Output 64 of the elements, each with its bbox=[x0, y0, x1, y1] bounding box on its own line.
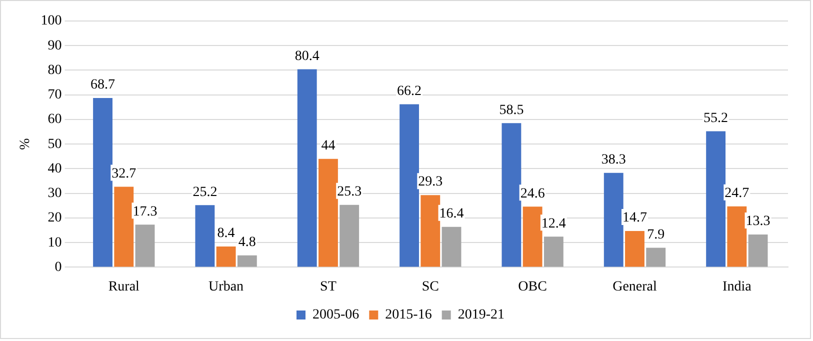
y-tick-label: 40 bbox=[48, 161, 62, 176]
bar bbox=[544, 236, 564, 267]
data-label: 66.2 bbox=[397, 84, 422, 99]
bar bbox=[237, 255, 257, 267]
data-label: 29.3 bbox=[418, 174, 443, 190]
x-tick-label: SC bbox=[422, 279, 439, 294]
y-tick-label: 10 bbox=[48, 235, 62, 250]
bar bbox=[135, 224, 155, 267]
data-label: 8.4 bbox=[217, 226, 235, 242]
bar bbox=[646, 248, 666, 267]
x-tick-label: General bbox=[612, 279, 657, 294]
y-tick-label: 90 bbox=[48, 38, 62, 54]
bar bbox=[216, 246, 236, 267]
y-tick-label: 20 bbox=[48, 210, 62, 226]
data-label: 7.9 bbox=[647, 227, 665, 242]
bar bbox=[400, 104, 419, 267]
data-label: 58.5 bbox=[499, 102, 524, 118]
bar bbox=[420, 195, 440, 267]
data-label: 13.3 bbox=[746, 214, 770, 230]
bar bbox=[748, 234, 768, 267]
data-label: 4.8 bbox=[238, 235, 256, 250]
x-tick-label: Urban bbox=[208, 279, 244, 294]
bar bbox=[502, 123, 522, 267]
bar bbox=[706, 131, 726, 267]
x-tick-label: ST bbox=[320, 279, 337, 294]
data-label: 55.2 bbox=[704, 110, 728, 126]
y-tick-label: 80 bbox=[48, 62, 62, 78]
bar bbox=[727, 206, 747, 267]
data-label: 68.7 bbox=[90, 78, 116, 93]
y-tick-label: 30 bbox=[48, 186, 62, 202]
legend-label: 2005-06 bbox=[312, 308, 360, 323]
bar bbox=[625, 231, 644, 267]
x-tick-label: Rural bbox=[108, 279, 140, 294]
x-tick-label: India bbox=[722, 279, 752, 294]
data-label: 24.7 bbox=[724, 186, 750, 202]
y-tick-label: 60 bbox=[48, 112, 62, 128]
y-tick-label: 70 bbox=[48, 88, 62, 103]
x-tick-label: OBC bbox=[518, 279, 547, 294]
data-label: 38.3 bbox=[601, 152, 626, 168]
data-label: 12.4 bbox=[541, 216, 566, 232]
bar bbox=[114, 186, 134, 267]
data-label: 80.4 bbox=[294, 48, 320, 64]
data-label: 14.7 bbox=[622, 210, 647, 226]
data-label: 25.3 bbox=[337, 184, 362, 200]
bar bbox=[340, 204, 360, 267]
legend-label: 2015-16 bbox=[385, 308, 432, 323]
legend-label: 2019-21 bbox=[458, 308, 505, 323]
bar bbox=[522, 206, 542, 267]
y-tick-label: 100 bbox=[40, 14, 62, 29]
bar bbox=[93, 98, 112, 267]
bar bbox=[297, 69, 317, 267]
bar bbox=[442, 226, 462, 267]
bar bbox=[195, 205, 215, 267]
data-label: 25.2 bbox=[192, 184, 218, 200]
data-label: 24.6 bbox=[520, 186, 545, 202]
data-label: 32.7 bbox=[112, 166, 136, 182]
bar bbox=[604, 172, 624, 267]
data-label: 44 bbox=[321, 138, 336, 154]
data-label: 16.4 bbox=[439, 206, 464, 222]
y-tick-label: 50 bbox=[48, 136, 62, 152]
y-axis-title: % bbox=[18, 138, 34, 150]
y-tick-label: 0 bbox=[54, 260, 62, 275]
bar bbox=[318, 158, 338, 267]
data-label: 17.3 bbox=[132, 204, 158, 220]
